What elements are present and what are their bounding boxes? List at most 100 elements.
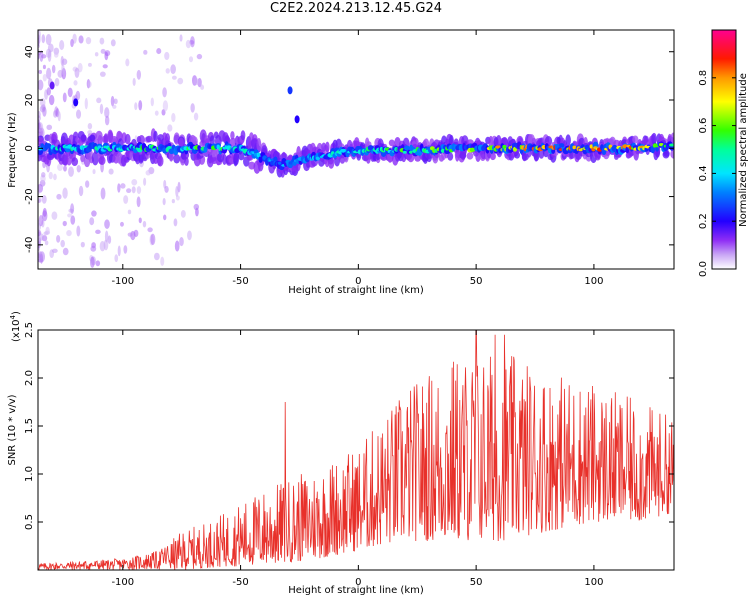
heatmap-noise-cell xyxy=(136,186,142,194)
heatmap-noise-cell xyxy=(53,51,59,58)
heatmap-noise-cell xyxy=(62,92,67,103)
heatmap-band-cell xyxy=(213,131,219,139)
heatmap-spot xyxy=(49,81,55,90)
heatmap-noise-cell xyxy=(76,165,81,173)
heatmap-band-cell xyxy=(80,154,85,163)
heatmap-noise-cell xyxy=(76,225,81,237)
heatmap-noise-cell xyxy=(90,245,97,252)
bottom-y-tick-label: 2.5 xyxy=(24,322,35,338)
heatmap-noise-cell xyxy=(48,94,55,106)
heatmap-noise-cell xyxy=(136,69,142,80)
snr-series-line xyxy=(38,330,674,570)
heatmap-noise-cell xyxy=(78,185,84,197)
bottom-y-tick-label: 1.5 xyxy=(24,418,35,434)
heatmap-noise-cell xyxy=(138,217,142,224)
heatmap-ridge-cell xyxy=(655,146,659,152)
heatmap-band-cell xyxy=(222,154,227,165)
heatmap-band-cell xyxy=(71,157,79,167)
heatmap-band-cell xyxy=(447,152,454,161)
heatmap-noise-cell xyxy=(39,233,44,241)
top-y-tick-label: -20 xyxy=(24,188,35,204)
bottom-x-tick-label: -100 xyxy=(111,577,134,588)
heatmap-noise-cell xyxy=(66,229,72,237)
heatmap-noise-cell xyxy=(45,48,52,59)
heatmap-noise-cell xyxy=(51,211,58,220)
heatmap-noise-cell xyxy=(147,227,153,233)
heatmap-noise-cell xyxy=(54,77,60,87)
chart-title: C2E2.2024.213.12.45.G24 xyxy=(269,1,443,16)
heatmap-noise-cell xyxy=(95,260,101,267)
heatmap-noise-cell xyxy=(165,68,170,74)
heatmap-noise-cell xyxy=(164,51,170,61)
top-y-axis-label: Frequency (Hz) xyxy=(7,112,18,188)
heatmap-noise-cell xyxy=(38,69,43,74)
heatmap-peak-cell xyxy=(572,145,577,150)
heatmap-noise-cell xyxy=(104,51,109,61)
heatmap-peak-cell xyxy=(409,150,414,154)
heatmap-noise-cell xyxy=(46,124,53,130)
heatmap-noise-cell xyxy=(185,39,192,49)
top-y-tick-label: 40 xyxy=(24,45,35,58)
heatmap-noise-cell xyxy=(62,187,68,199)
heatmap-ridge-cell xyxy=(551,148,556,154)
heatmap-noise-cell xyxy=(87,62,92,67)
heatmap-noise-cell xyxy=(174,240,180,252)
heatmap-noise-cell xyxy=(188,56,194,63)
heatmap-noise-cell xyxy=(120,183,126,189)
heatmap-noise-cell xyxy=(42,106,47,117)
heatmap-noise-cell xyxy=(99,37,105,45)
heatmap-noise-cell xyxy=(63,165,67,172)
spectrogram-heatmap xyxy=(38,30,674,268)
heatmap-noise-cell xyxy=(150,233,156,246)
heatmap-noise-cell xyxy=(193,112,199,121)
top-x-tick-label: -50 xyxy=(232,276,248,287)
heatmap-noise-cell xyxy=(95,229,101,235)
heatmap-noise-cell xyxy=(70,215,76,225)
heatmap-band-cell xyxy=(98,156,106,166)
heatmap-band-cell xyxy=(325,141,330,153)
heatmap-band-cell xyxy=(670,149,674,159)
heatmap-noise-cell xyxy=(104,219,110,229)
heatmap-band-cell xyxy=(632,135,639,144)
heatmap-noise-cell xyxy=(94,52,99,57)
heatmap-band-cell xyxy=(103,133,109,144)
heatmap-noise-cell xyxy=(138,100,143,111)
heatmap-noise-cell xyxy=(180,209,186,218)
heatmap-noise-cell xyxy=(41,34,46,44)
heatmap-noise-cell xyxy=(62,247,69,256)
heatmap-band-cell xyxy=(466,152,474,160)
heatmap-noise-cell xyxy=(62,220,67,227)
heatmap-noise-cell xyxy=(143,49,148,55)
heatmap-noise-cell xyxy=(38,220,41,227)
heatmap-ridge-cell xyxy=(404,145,410,151)
heatmap-peak-cell xyxy=(402,150,407,154)
heatmap-noise-cell xyxy=(91,210,97,217)
bottom-x-tick-label: 0 xyxy=(355,577,361,588)
heatmap-noise-cell xyxy=(102,64,108,69)
heatmap-noise-cell xyxy=(134,102,138,111)
heatmap-noise-cell xyxy=(59,40,65,51)
heatmap-band-cell xyxy=(240,130,246,141)
heatmap-noise-cell xyxy=(187,230,192,241)
heatmap-noise-cell xyxy=(110,95,115,107)
heatmap-noise-cell xyxy=(150,97,154,107)
heatmap-noise-cell xyxy=(193,78,199,86)
colorbar-label: Normalized spectral amplitude xyxy=(738,73,749,227)
heatmap-peak-cell xyxy=(502,144,507,149)
heatmap-noise-cell xyxy=(40,97,46,108)
heatmap-noise-cell xyxy=(42,207,47,217)
snr-panel: -100 -50 0 50 100 0.5 1.0 1.5 2.0 2.5 Height of … xyxy=(7,311,675,596)
heatmap-band-cell xyxy=(565,134,571,147)
heatmap-noise-cell xyxy=(57,111,61,122)
colorbar: 0.0 0.2 0.4 0.6 0.8 Normalized spectral ampl… xyxy=(698,29,749,277)
bottom-y-tick-label: 1.0 xyxy=(24,466,35,482)
heatmap-noise-cell xyxy=(154,110,159,116)
heatmap-noise-cell xyxy=(126,188,132,194)
heatmap-noise-cell xyxy=(131,179,138,186)
y-scale-factor: (x104) xyxy=(9,311,22,342)
heatmap-peak-cell xyxy=(340,148,347,153)
heatmap-noise-cell xyxy=(132,77,136,86)
heatmap-noise-cell xyxy=(96,97,102,104)
heatmap-noise-cell xyxy=(44,240,49,246)
heatmap-peak-cell xyxy=(216,144,220,149)
